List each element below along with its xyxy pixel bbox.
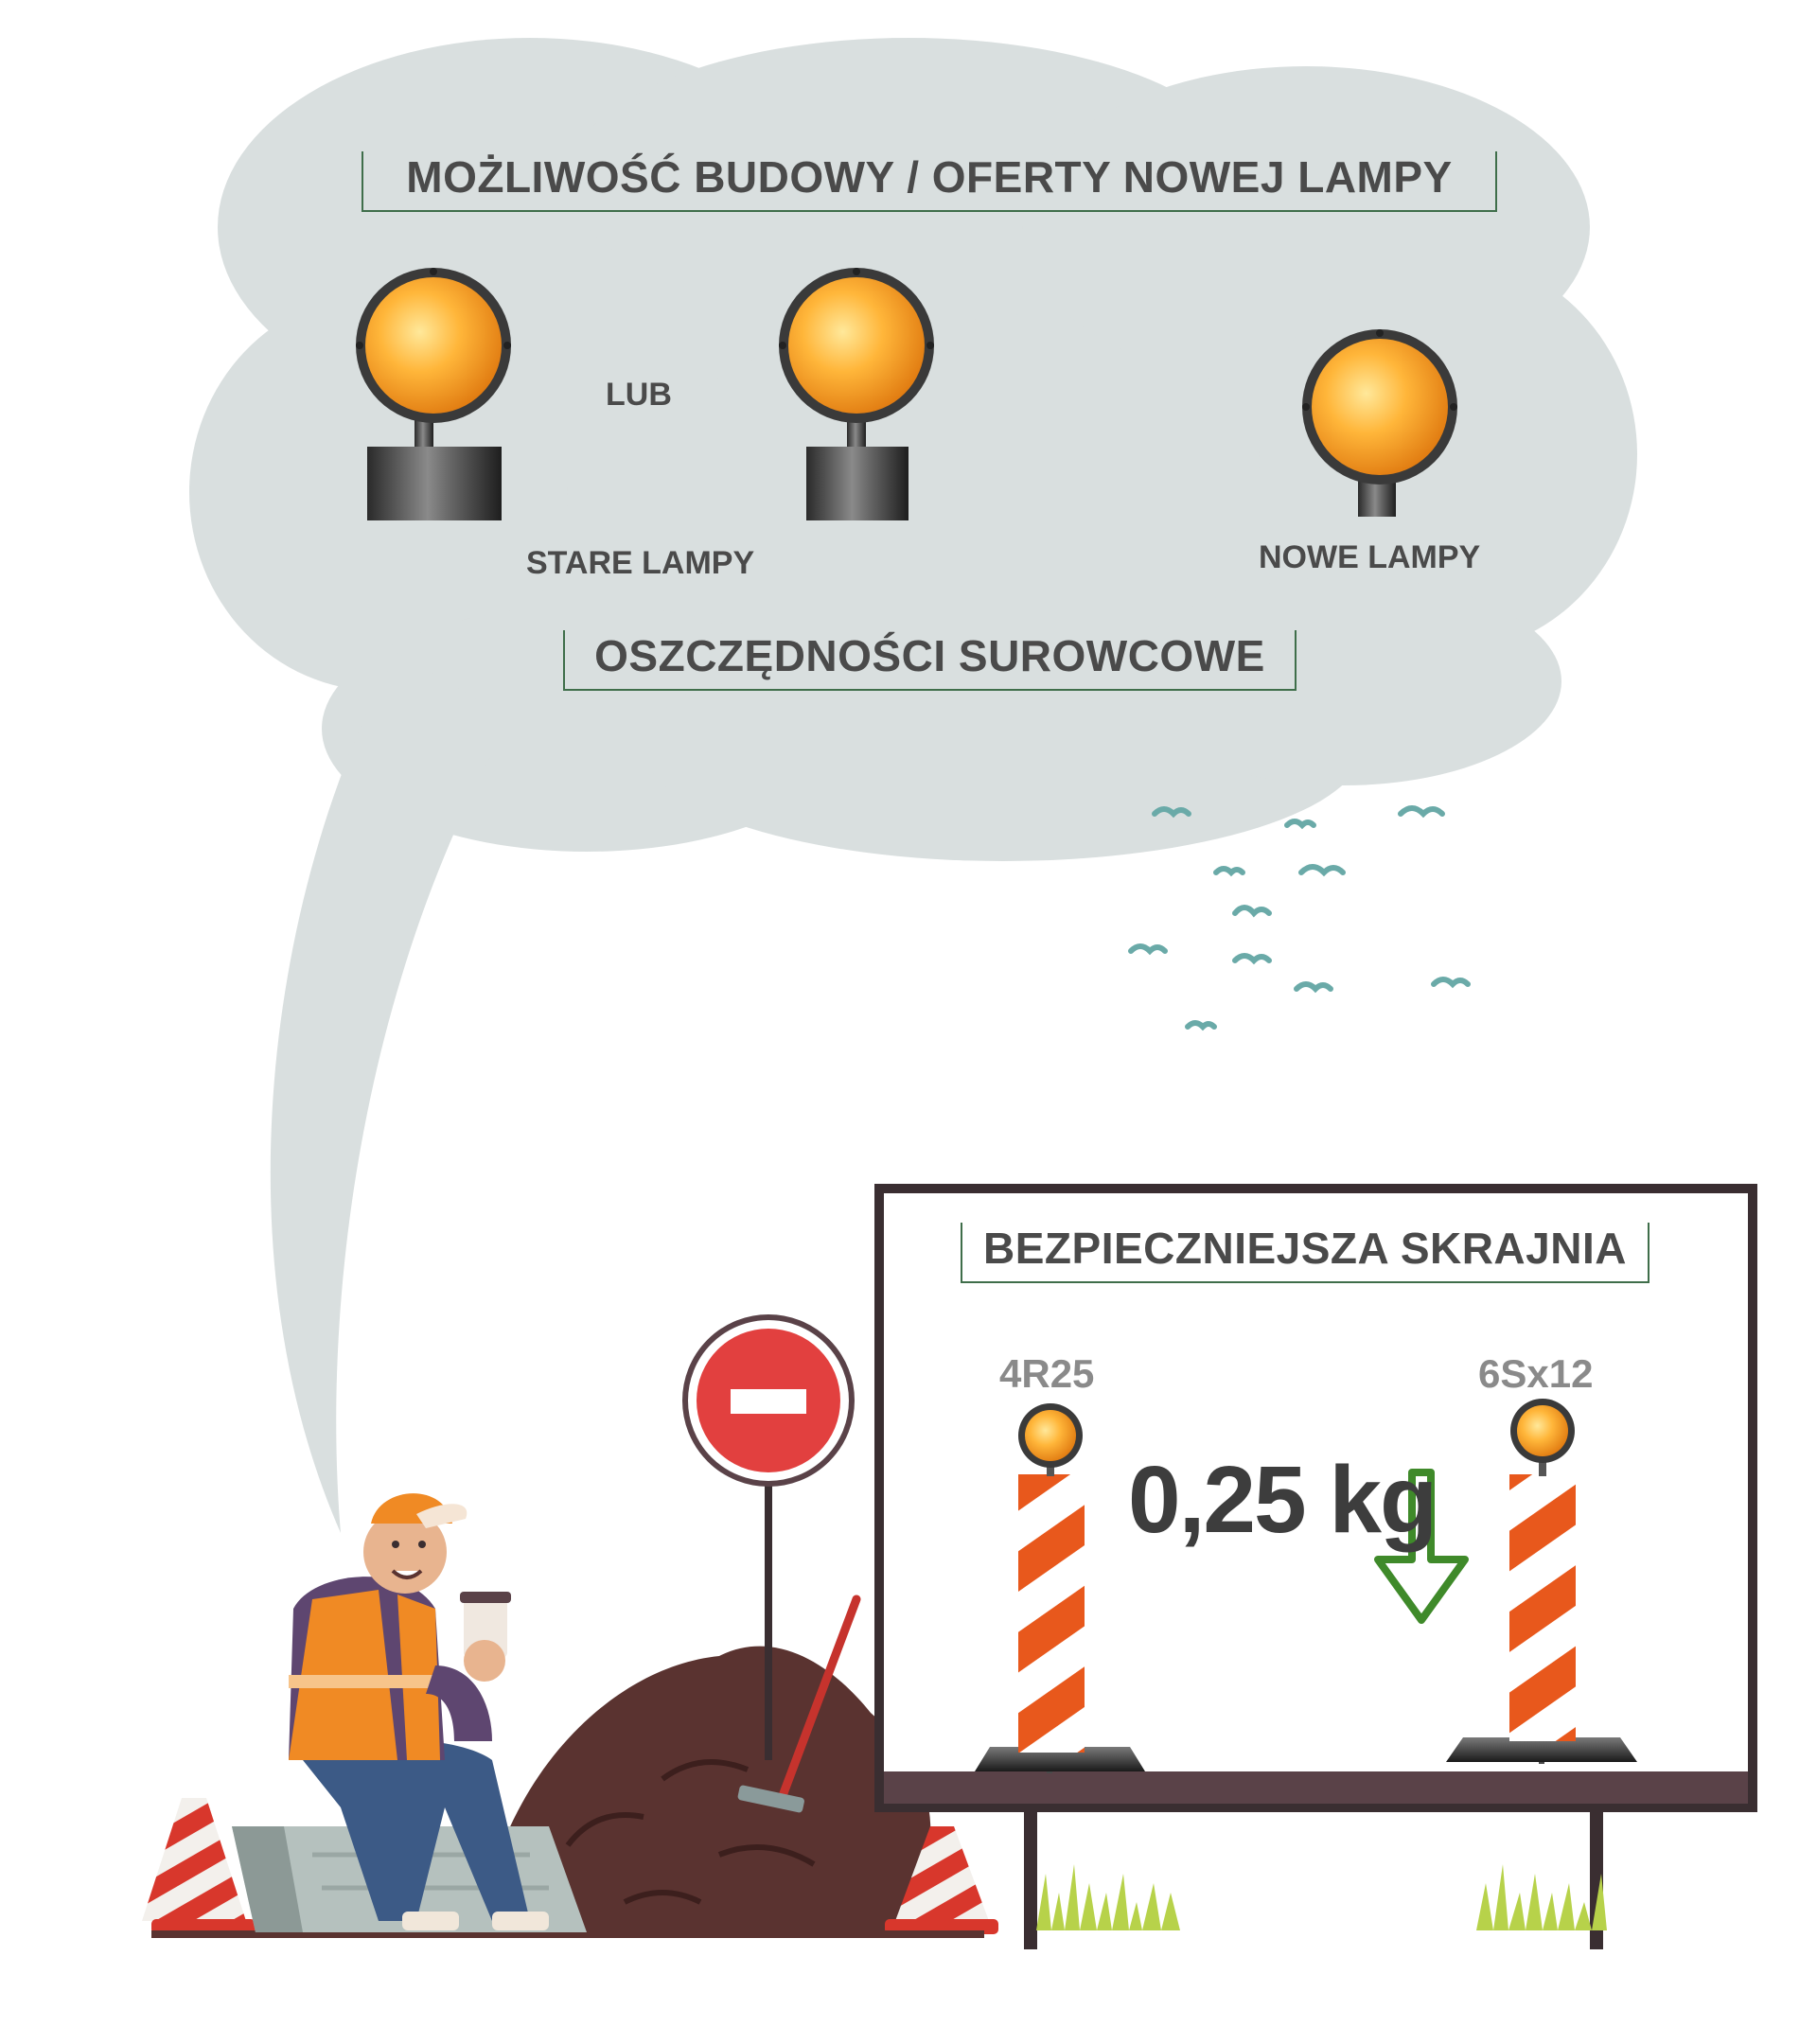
savings-label: OSZCZĘDNOŚCI SUROWCOWE — [594, 631, 1265, 680]
or-label: LUB — [606, 377, 672, 413]
worker — [289, 1493, 549, 1930]
dirt-pile — [492, 1646, 931, 1930]
old-lamp-2 — [779, 268, 934, 520]
cone-left — [142, 1798, 256, 1934]
weight-value: 0,25 kg — [1128, 1447, 1438, 1553]
cloud-title-bracket — [362, 151, 1497, 212]
old-lamps-label: STARE LAMPY — [526, 545, 755, 581]
grass — [1036, 1864, 1607, 1930]
shovel — [737, 1595, 861, 1813]
cloud-title: MOŻLIWOŚĆ BUDOWY / OFERTY NOWEJ LAMPY — [406, 152, 1453, 202]
post-4r25 — [975, 1403, 1145, 1773]
new-lamps-label: NOWE LAMPY — [1259, 539, 1481, 575]
board-title: BEZPIECZNIEJSZA SKRAJNIA — [983, 1224, 1627, 1273]
down-arrow-icon — [1374, 1469, 1469, 1624]
old-lamp-1 — [356, 268, 511, 520]
info-board — [874, 1184, 1757, 1949]
no-entry-sign — [682, 1314, 855, 1760]
ground-line — [151, 1930, 984, 1938]
right-post-code: 6Sx12 — [1478, 1351, 1594, 1396]
post-6sx12 — [1446, 1399, 1637, 1764]
new-lamp — [1302, 329, 1457, 517]
board-title-bracket — [961, 1223, 1649, 1283]
birds — [1128, 805, 1471, 1031]
savings-bracket — [563, 630, 1297, 691]
thought-cloud — [189, 38, 1637, 1533]
left-post-code: 4R25 — [999, 1351, 1095, 1396]
